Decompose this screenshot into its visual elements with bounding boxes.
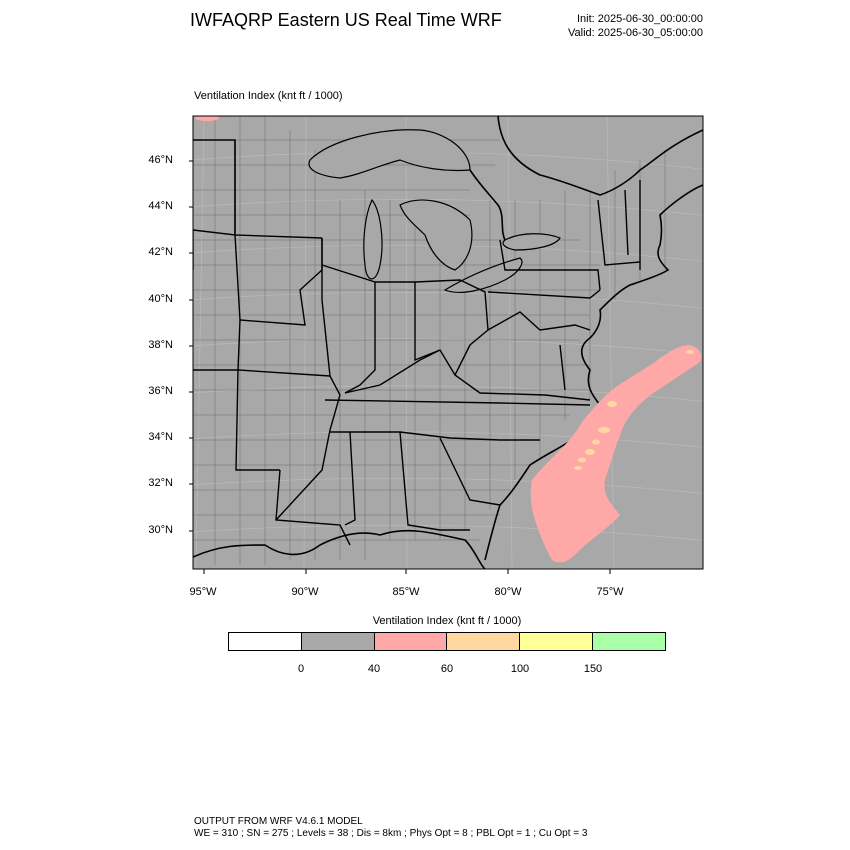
colorbar-tick-label: 60 xyxy=(440,663,454,675)
map-features xyxy=(193,116,703,569)
lat-label: 46°N xyxy=(148,154,173,166)
init-time: Init: 2025-06-30_00:00:00 xyxy=(577,13,703,25)
lake-erie xyxy=(443,257,523,293)
lon-label: 80°W xyxy=(494,586,522,598)
colorbar-segment xyxy=(301,633,375,650)
lon-label: 90°W xyxy=(291,586,319,598)
lon-label: 75°W xyxy=(596,586,624,598)
state-borders xyxy=(193,139,641,546)
lat-label: 30°N xyxy=(148,524,173,536)
lake-ontario xyxy=(502,233,561,251)
valid-time: Valid: 2025-06-30_05:00:00 xyxy=(568,27,703,39)
ventilation-shading xyxy=(195,116,702,563)
colorbar xyxy=(228,632,666,651)
map-frame xyxy=(192,115,704,570)
coastline xyxy=(193,116,703,569)
colorbar-segment xyxy=(520,633,594,650)
county-lines xyxy=(193,116,666,565)
lat-label: 36°N xyxy=(148,385,173,397)
model-info-line2: WE = 310 ; SN = 275 ; Levels = 38 ; Dis … xyxy=(194,828,588,839)
vi-40-60-area xyxy=(530,345,702,563)
colorbar-tick-label: 100 xyxy=(510,663,530,675)
lat-label: 42°N xyxy=(148,246,173,258)
colorbar-tick-label: 150 xyxy=(583,663,603,675)
model-info-line1: OUTPUT FROM WRF V4.6.1 MODEL xyxy=(194,816,363,827)
lake-michigan xyxy=(363,198,383,280)
lake-superior xyxy=(308,129,471,179)
lat-label: 40°N xyxy=(148,293,173,305)
lat-label: 34°N xyxy=(148,431,173,443)
colorbar-title: Ventilation Index (knt ft / 1000) xyxy=(372,615,522,627)
colorbar-segment xyxy=(374,633,448,650)
lon-label: 95°W xyxy=(189,586,217,598)
plot-title: IWFAQRP Eastern US Real Time WRF xyxy=(190,10,502,30)
lat-label: 38°N xyxy=(148,339,173,351)
lon-label: 85°W xyxy=(392,586,420,598)
lat-label: 44°N xyxy=(148,200,173,212)
colorbar-segment xyxy=(229,633,302,650)
lat-label: 32°N xyxy=(148,477,173,489)
lake-huron xyxy=(399,199,473,271)
colorbar-segment xyxy=(447,633,521,650)
colorbar-tick-label: 40 xyxy=(367,663,381,675)
colorbar-tick-label: 0 xyxy=(297,663,305,675)
map-background xyxy=(193,116,703,569)
map-ticks xyxy=(189,160,611,574)
map-field-label: Ventilation Index (knt ft / 1000) xyxy=(194,90,343,102)
colorbar-segment xyxy=(593,633,665,650)
great-lakes xyxy=(308,129,561,293)
vi-60-100-spots xyxy=(195,116,694,470)
